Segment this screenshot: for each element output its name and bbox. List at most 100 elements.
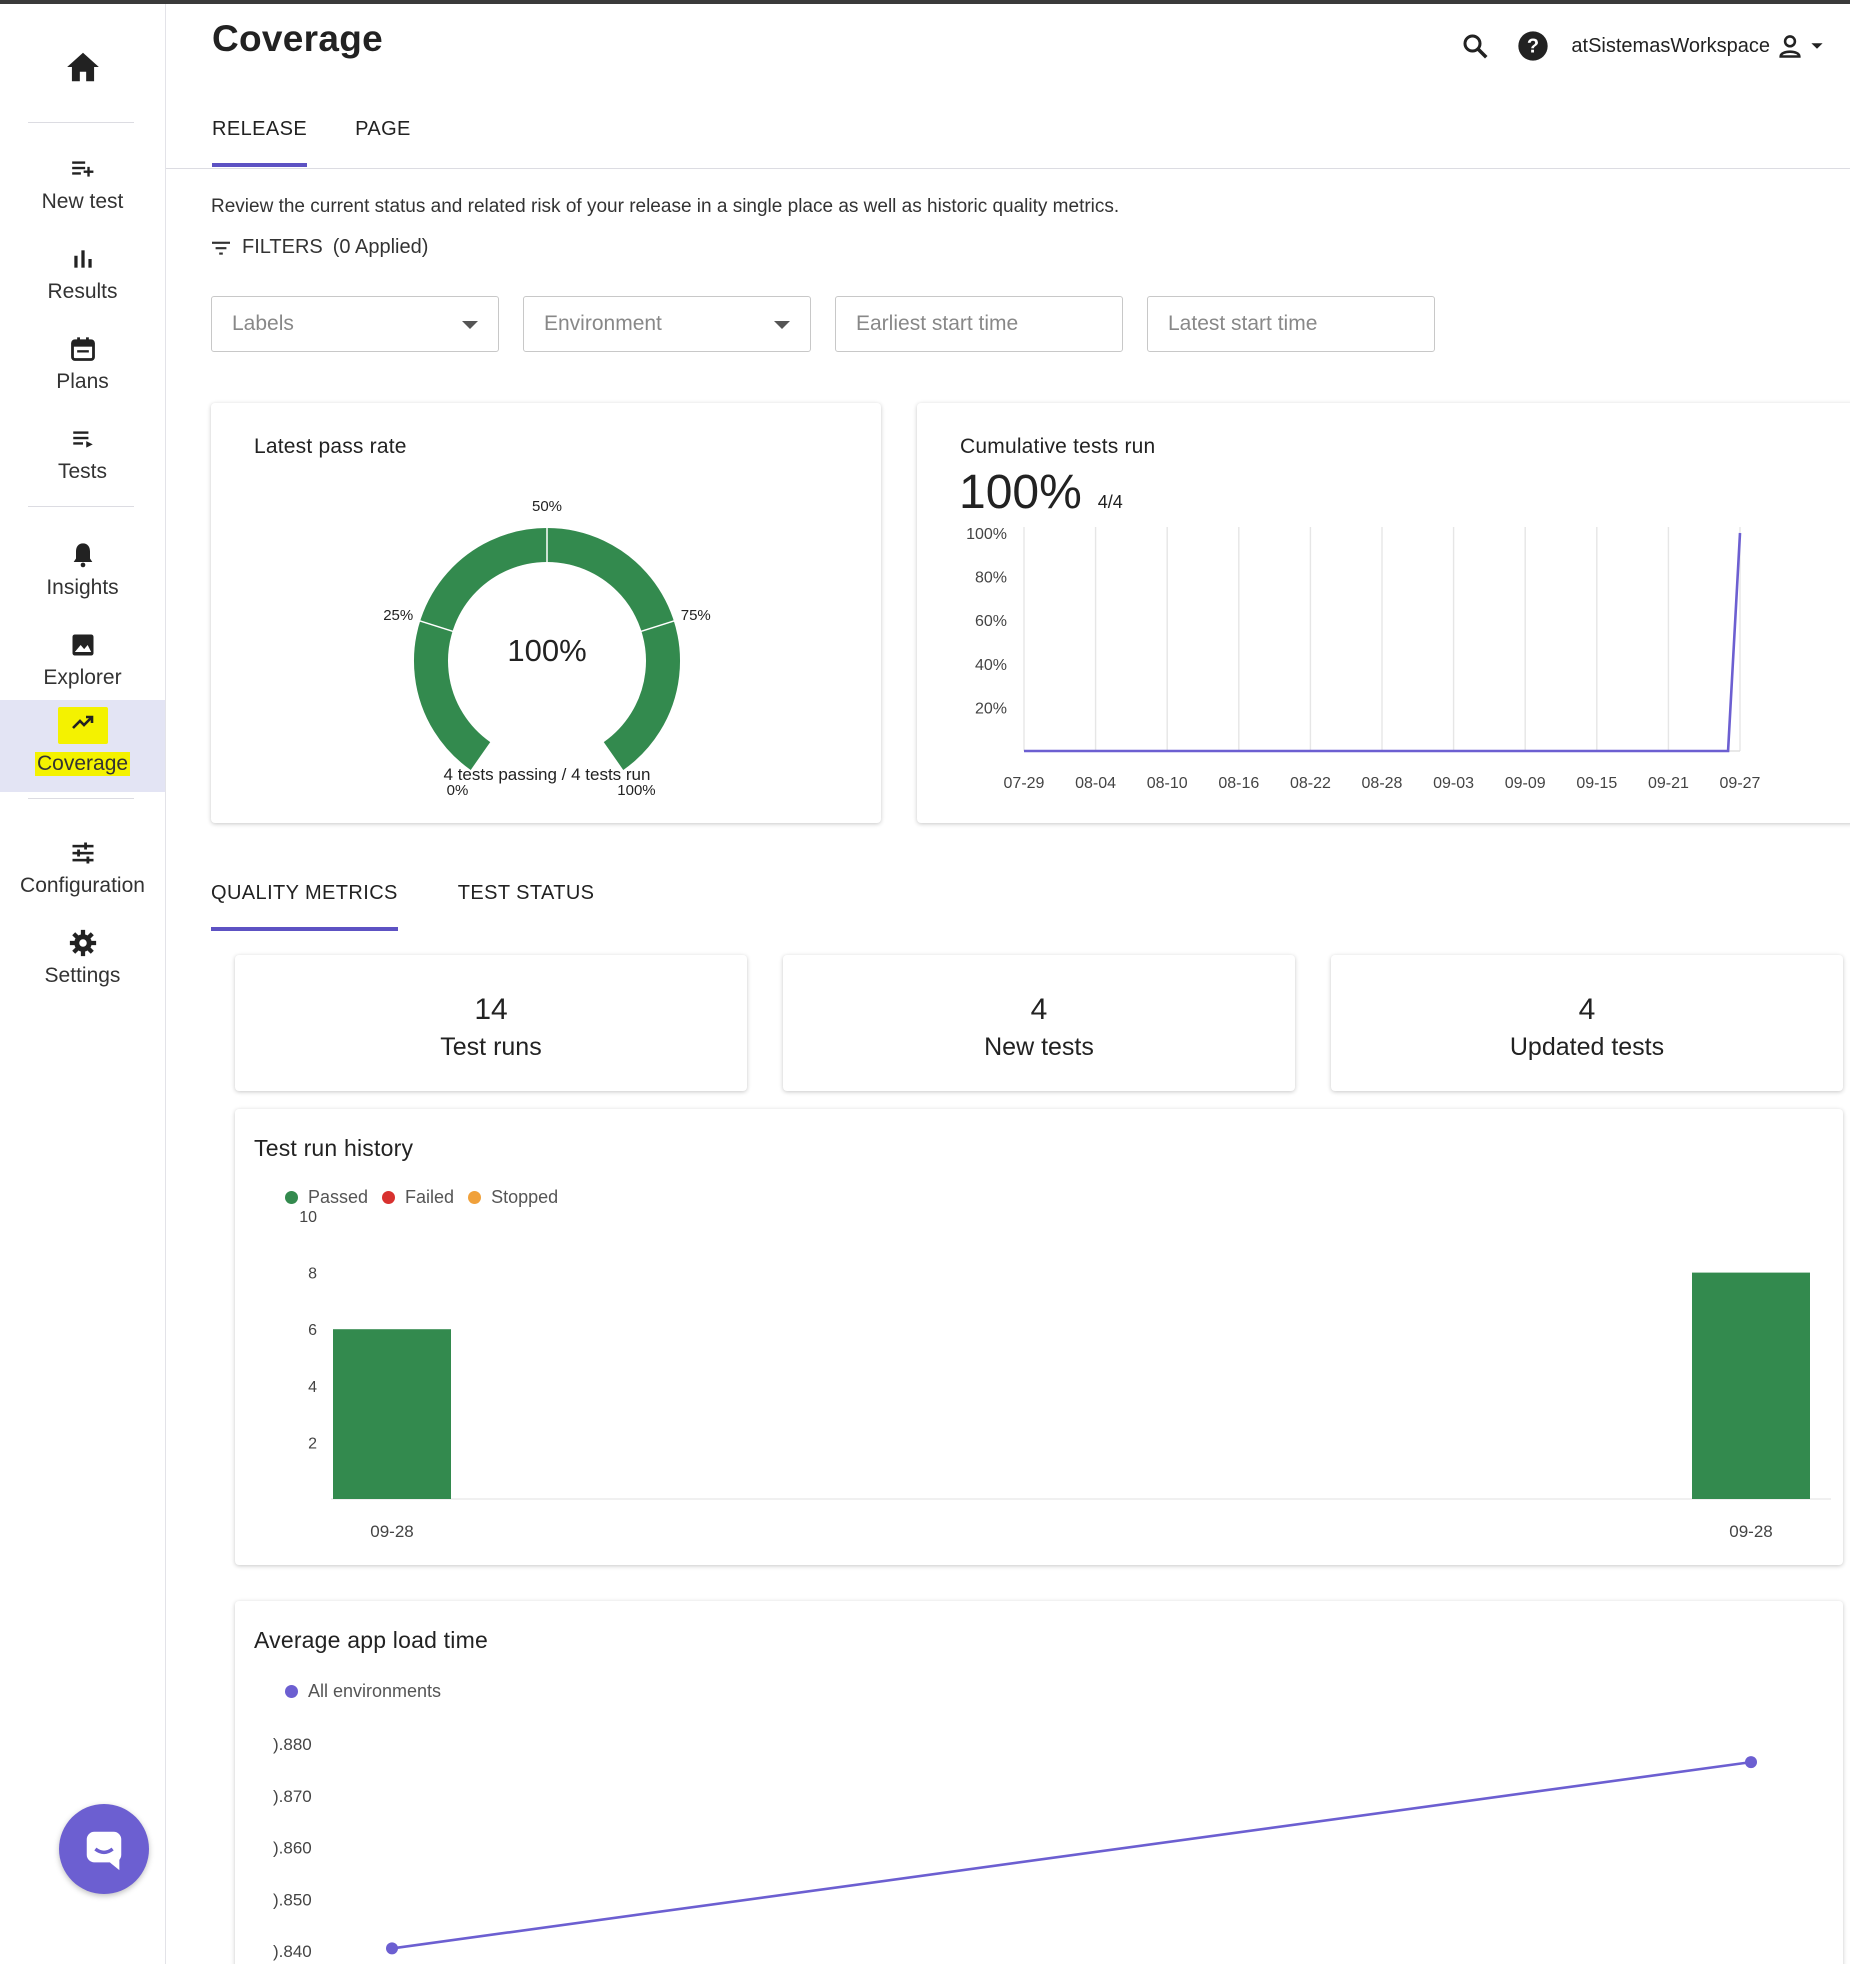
load-time-legend: All environments [285,1681,441,1702]
svg-text:?: ? [1527,36,1539,58]
sidebar-item-label: Coverage [35,752,131,776]
environment-select[interactable]: Environment [523,296,811,352]
sidebar-item-configuration[interactable]: Configuration [0,830,165,918]
latest-start-time-placeholder: Latest start time [1168,312,1318,335]
environment-placeholder: Environment [544,312,662,335]
legend-item-stopped[interactable]: Stopped [468,1187,558,1208]
home-icon [66,52,99,82]
sidebar: New test Results Plans Tests Insights Ex… [0,4,166,1964]
load-time-title: Average app load time [254,1627,488,1653]
metric-label: Updated tests [1509,1033,1665,1061]
y-tick-label: 8 [308,1266,317,1283]
earliest-start-time-input[interactable]: Earliest start time [835,296,1123,352]
sidebar-item-settings[interactable]: Settings [0,920,165,1008]
legend-label: Passed [308,1187,369,1207]
sidebar-item-label: New test [41,190,124,213]
trending-up-icon [71,715,93,729]
list-icon [72,431,93,448]
workspace-menu[interactable]: atSistemasWorkspace [1571,32,1824,60]
bar-passed[interactable] [333,1329,451,1499]
labels-placeholder: Labels [232,312,294,335]
bar-chart-icon [73,250,92,268]
sidebar-divider [28,506,134,507]
tune-icon [72,842,93,864]
legend-item-all-environments[interactable]: All environments [285,1681,441,1702]
sidebar-item-plans[interactable]: Plans [0,326,165,414]
metric-value: 4 [1578,993,1596,1026]
filters-toggle[interactable]: FILTERS (0 Applied) [210,236,428,259]
tab-quality-metrics[interactable]: QUALITY METRICS [211,882,398,931]
sidebar-item-label: Configuration [20,874,145,897]
bar-passed[interactable] [1692,1272,1810,1499]
tab-page[interactable]: PAGE [355,118,411,140]
chevron-down-icon [774,321,790,329]
gauge-tick-label: 25% [383,607,413,624]
search-icon [1463,34,1488,59]
y-tick-label: ).860 [273,1839,312,1858]
test-run-history-chart: 10 8 6 4 2 09-28 09-28 [299,1209,1831,1541]
y-tick-label: 100% [966,526,1007,543]
y-tick-label: 20% [975,700,1007,717]
latest-start-time-input[interactable]: Latest start time [1147,296,1435,352]
bell-icon [73,543,92,568]
cumulative-title: Cumulative tests run [960,435,1156,458]
calendar-icon [70,337,95,361]
app-load-time-chart: ).880).870).860).850).840 [273,1735,1757,1961]
header-actions: ? atSistemasWorkspace [1455,26,1824,66]
sidebar-item-label: Results [47,280,118,303]
cumulative-chart: 07-29 08-04 08-10 08-16 08-22 08-28 09-03 09-09… [966,526,1760,792]
chat-icon [86,1831,122,1871]
pass-rate-card: Latest pass rate 0% 25% 50% 75% 100% 100… [211,403,881,823]
legend-dot [285,1191,298,1204]
workspace-name: atSistemasWorkspace [1571,34,1770,57]
data-point[interactable] [1745,1756,1757,1769]
y-tick-label: 80% [975,570,1007,587]
sidebar-item-tests[interactable]: Tests [0,416,165,504]
legend-label: All environments [308,1681,442,1701]
tab-test-status[interactable]: TEST STATUS [457,882,595,904]
legend-item-passed[interactable]: Passed [285,1187,368,1208]
sidebar-item-insights[interactable]: Insights [0,532,165,620]
test-run-history-card: Test run history Passed Failed Stopped 1… [235,1109,1843,1565]
y-tick-label: ).840 [273,1942,312,1961]
sidebar-item-label: Insights [46,576,119,599]
chevron-down-icon [462,321,478,329]
tab-release[interactable]: RELEASE [212,118,308,167]
sidebar-item-new-test[interactable]: New test [0,146,165,234]
sidebar-item-results[interactable]: Results [0,236,165,324]
data-point[interactable] [386,1942,398,1955]
gauge-separator [640,619,676,633]
legend-label: Failed [405,1187,455,1207]
metric-new-tests: 4 New tests [783,955,1295,1091]
x-tick-label: 09-21 [1648,775,1689,792]
x-tick-label: 09-15 [1576,775,1617,792]
legend-dot [382,1191,396,1204]
sidebar-item-explorer[interactable]: Explorer [0,622,165,710]
image-icon [72,634,93,656]
pass-rate-value: 100% [507,633,586,668]
legend-dot [468,1191,482,1204]
cumulative-value: 100% [959,466,1082,519]
gauge-tick-label: 100% [617,782,655,799]
sidebar-item-label: Settings [44,964,121,987]
home-button[interactable] [0,24,165,120]
help-button[interactable]: ? [1513,26,1553,66]
playlist-add-icon [71,161,93,177]
series-line [1024,532,1742,753]
search-button[interactable] [1455,26,1495,66]
app-load-time-card: Average app load time All environments )… [235,1601,1843,1964]
y-tick-label: ).870 [273,1787,312,1806]
chat-button[interactable] [59,1804,149,1894]
x-tick-label: 08-16 [1218,775,1259,792]
quality-tabs: QUALITY METRICS TEST STATUS [211,882,595,931]
series-line [391,1760,1752,1950]
x-tick-label: 08-10 [1147,775,1188,792]
sidebar-divider [28,122,134,123]
x-tick-label: 08-28 [1362,775,1403,792]
help-icon: ? [1518,31,1549,61]
labels-select[interactable]: Labels [211,296,499,352]
cumulative-count: 4/4 [1097,492,1123,512]
cumulative-tests-card: Cumulative tests run 100% 4/4 07-29 08-04… [917,403,1850,823]
sidebar-item-coverage[interactable]: Coverage [0,700,165,792]
legend-item-failed[interactable]: Failed [382,1187,454,1208]
